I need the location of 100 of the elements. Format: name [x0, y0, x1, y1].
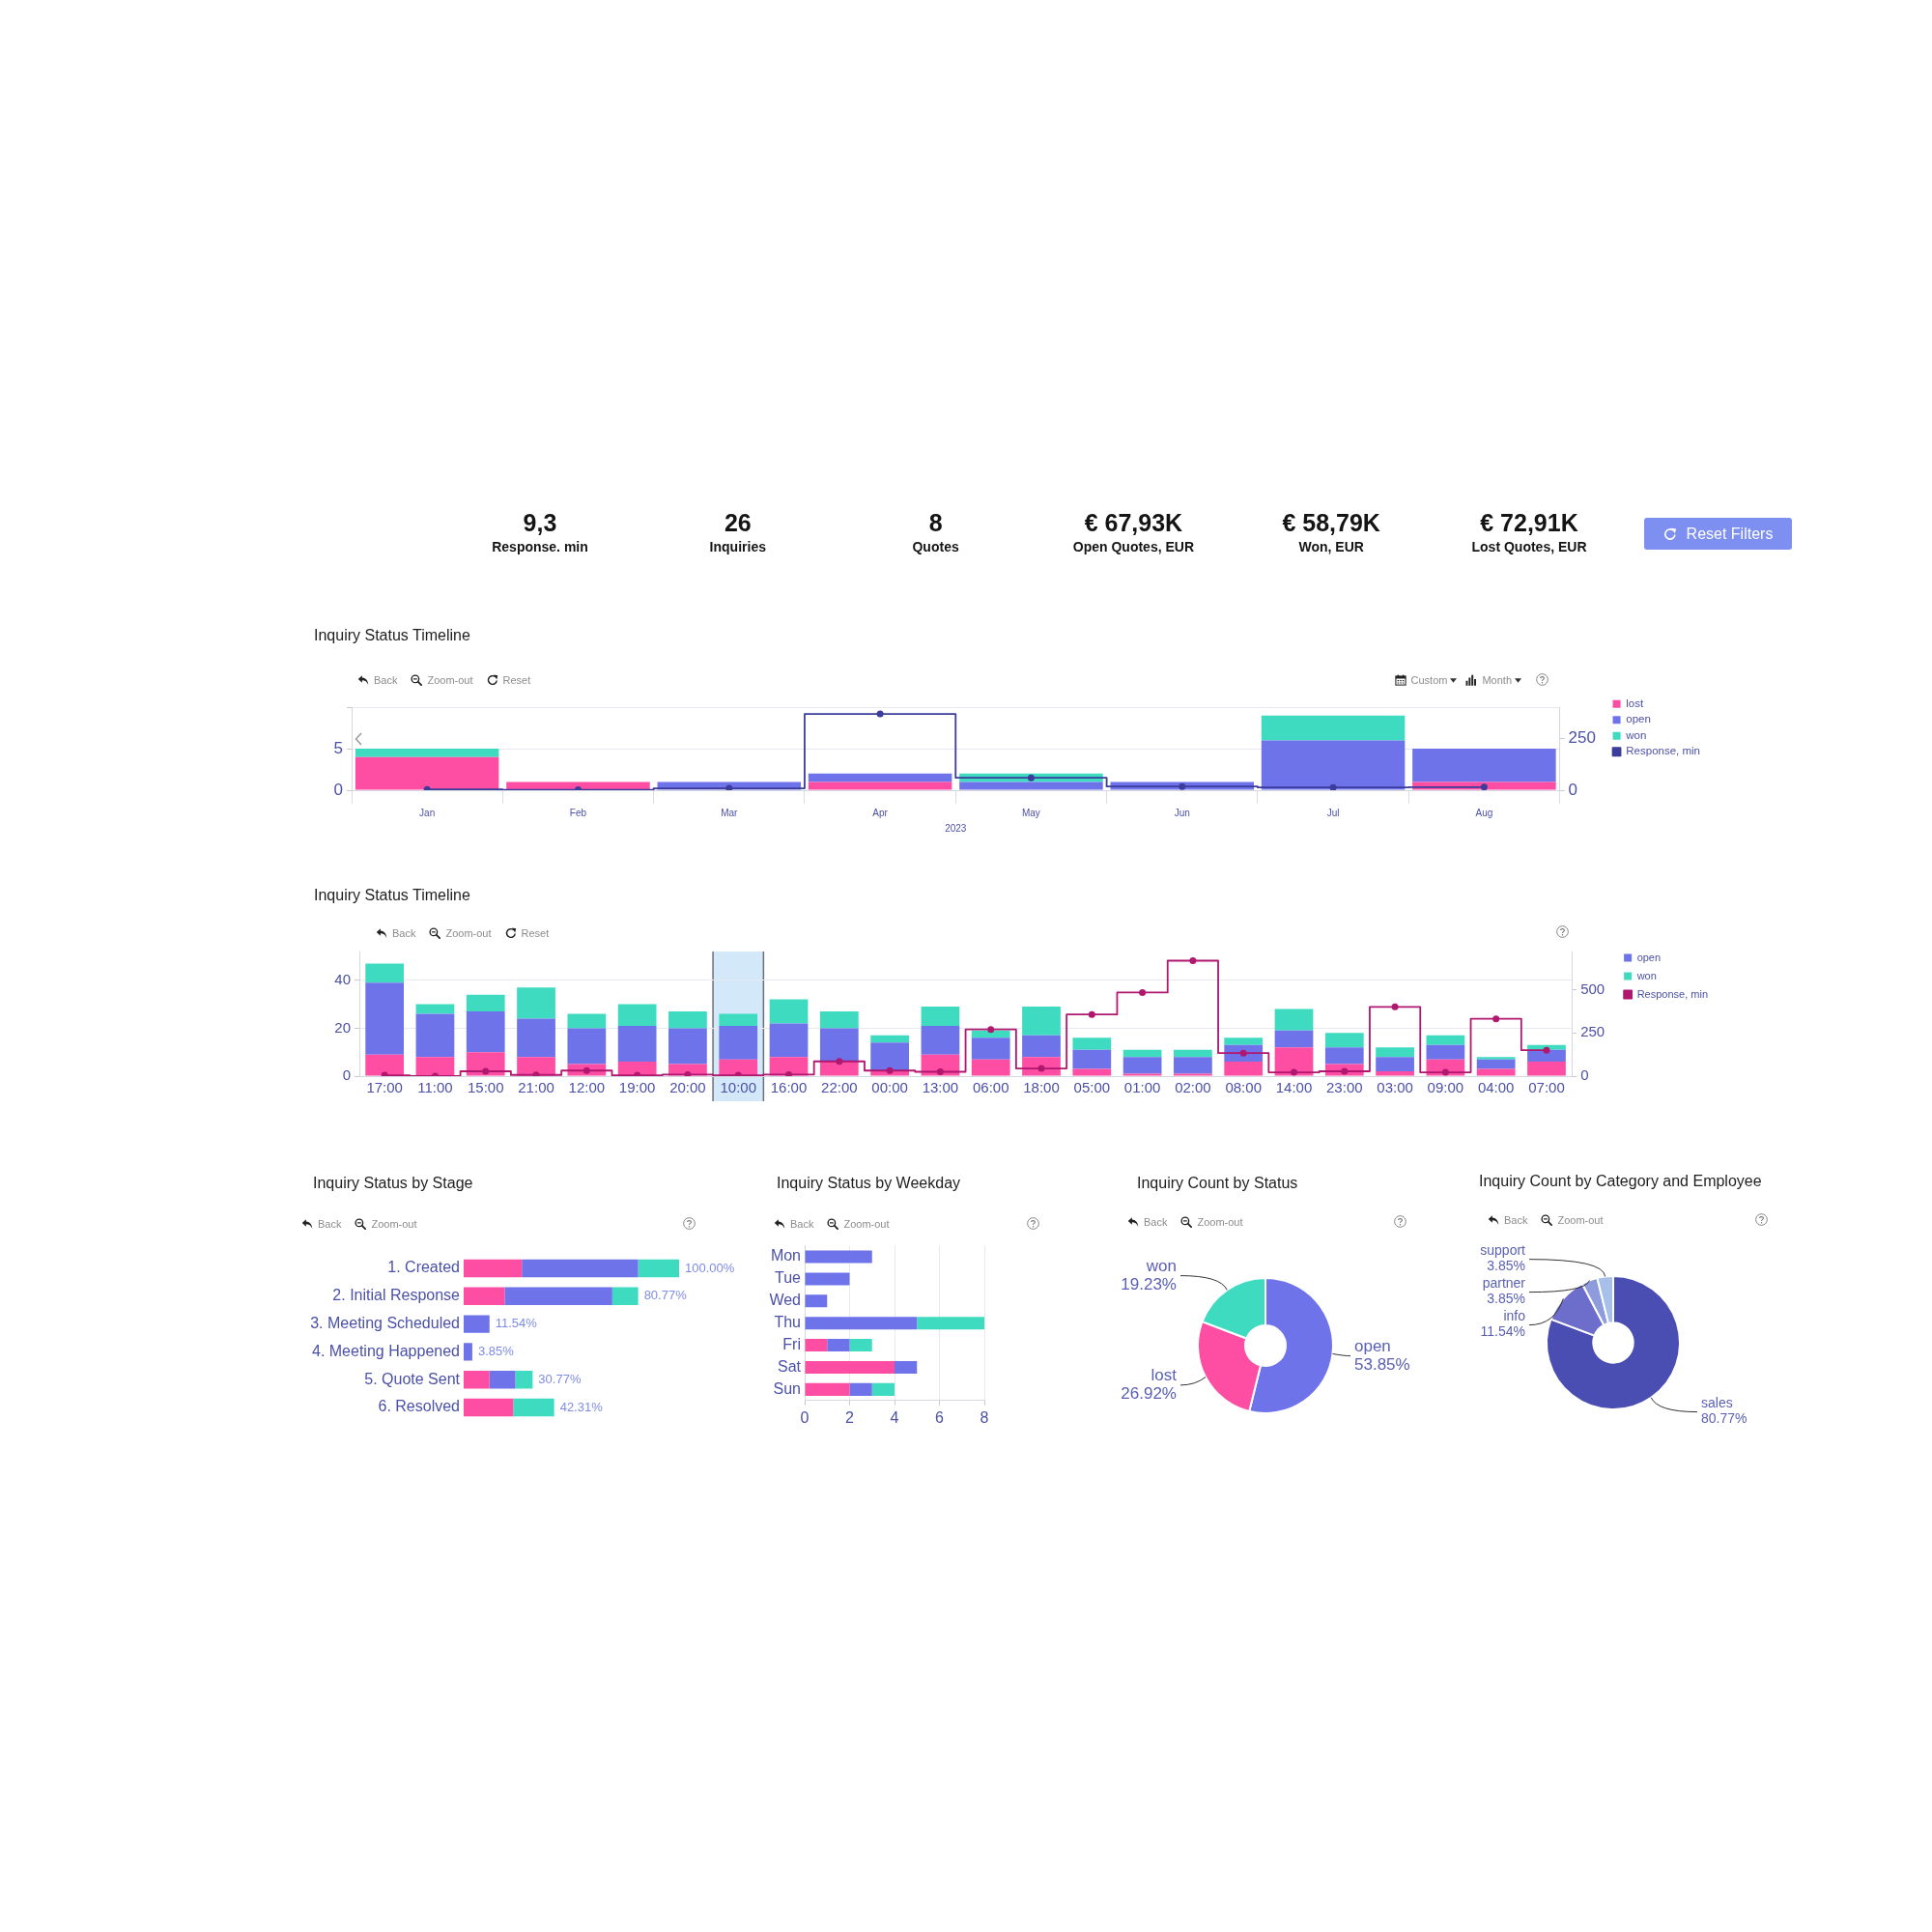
bar: [1022, 1007, 1061, 1036]
x-tick-label: 07:00: [1528, 1079, 1565, 1096]
bar: [1527, 1062, 1566, 1076]
text: Back: [374, 674, 398, 686]
text: Reset: [521, 927, 550, 939]
x-tick-label: 04:00: [1477, 1079, 1515, 1096]
legend-label: open: [1636, 951, 1662, 963]
x-tick-label: Jun: [1174, 807, 1190, 818]
bar: [668, 1028, 707, 1065]
bar: [719, 1025, 758, 1060]
point: [725, 784, 733, 790]
x-tick-label: Feb: [569, 807, 587, 818]
text: 8: [928, 509, 943, 536]
bar: [819, 1011, 859, 1029]
y2-tick-label: 250: [1568, 728, 1596, 748]
x-tick-label: 11:00: [417, 1079, 453, 1096]
bar: [1174, 1049, 1212, 1058]
x-tick-label: 18:00: [1023, 1079, 1060, 1096]
point: [1441, 1068, 1449, 1076]
bar: [415, 1057, 455, 1076]
bar: [870, 1042, 909, 1072]
x-tick-label: 20:00: [669, 1079, 706, 1096]
bar: [870, 1071, 909, 1076]
bar: [1476, 1059, 1516, 1069]
bar: [1376, 1057, 1414, 1072]
x-tick-label: Mar: [721, 807, 739, 818]
x-tick-label: 08:00: [1225, 1079, 1262, 1096]
bar: [1426, 1035, 1465, 1045]
point: [1088, 1010, 1095, 1018]
bar: [769, 999, 809, 1024]
legend-label: lost: [1626, 696, 1644, 709]
x-tick-label: Aug: [1475, 807, 1493, 818]
point: [836, 1058, 843, 1065]
x-tick-label: Jul: [1326, 807, 1340, 818]
bar: [365, 982, 405, 1055]
point: [582, 1066, 590, 1074]
point: [1291, 1068, 1297, 1076]
x-tick-label: 23:00: [1326, 1079, 1363, 1096]
bar: [415, 1013, 455, 1058]
x-tick-label: 17:00: [366, 1079, 403, 1096]
legend-label: open: [1626, 713, 1651, 725]
bar: [1412, 749, 1556, 782]
y-tick-label: 0: [333, 780, 343, 799]
x-tick-label: 13:00: [922, 1079, 959, 1096]
text: 9,3: [523, 509, 557, 536]
point: [1189, 957, 1197, 964]
point: [1391, 1003, 1399, 1010]
bar: [769, 1023, 809, 1058]
bar: [365, 1054, 405, 1076]
legend-label: Response, min: [1636, 987, 1709, 1000]
bar: [1476, 1057, 1516, 1060]
chart-title: Inquiry Status Timeline: [314, 887, 470, 904]
text: Zoom-out: [427, 674, 473, 686]
bar: [971, 1030, 1010, 1038]
bar: [1324, 1033, 1364, 1048]
point: [1329, 783, 1337, 790]
y2-tick-label: 250: [1580, 1023, 1605, 1040]
y2-tick-label: 0: [1580, 1066, 1589, 1084]
reset-button: Reset Filters: [1644, 518, 1792, 550]
bar: [1274, 1030, 1314, 1048]
point: [684, 1070, 692, 1076]
bar: [415, 1004, 455, 1014]
x-tick-label: 03:00: [1377, 1079, 1413, 1096]
bar: [808, 781, 952, 790]
bar: [1376, 1071, 1414, 1076]
x-tick-label: Apr: [872, 807, 889, 818]
x-tick-label: 19:00: [618, 1079, 656, 1096]
bar: [1261, 740, 1406, 790]
bar: [567, 1013, 607, 1029]
text: Open Quotes, EUR: [1072, 539, 1195, 554]
bar: [819, 1028, 859, 1063]
x-tick-label: 10:00: [720, 1079, 756, 1096]
bar: [1527, 1049, 1566, 1063]
text: € 67,93K: [1084, 509, 1183, 536]
text: Response. min: [492, 539, 588, 554]
point: [1139, 988, 1147, 996]
bar: [971, 1037, 1010, 1060]
bar: [1022, 1035, 1061, 1058]
bar: [617, 1004, 657, 1026]
bar: [517, 987, 555, 1019]
text: € 72,91K: [1480, 509, 1578, 536]
bar: [1122, 1049, 1162, 1058]
x-tick-label: Jan: [419, 807, 436, 818]
x-tick-label: 02:00: [1175, 1079, 1211, 1096]
bar: [959, 781, 1103, 790]
bar: [1072, 1037, 1112, 1050]
x-tick-label: 05:00: [1073, 1079, 1111, 1096]
x-tick-label: 22:00: [821, 1079, 858, 1096]
point: [987, 1026, 995, 1034]
x-tick-label: 09:00: [1427, 1079, 1464, 1096]
point: [876, 710, 884, 718]
text: Custom: [1410, 674, 1448, 686]
bar: [1426, 1044, 1465, 1060]
legend-label: won: [1635, 969, 1657, 981]
y-tick-label: 40: [334, 970, 351, 987]
x-tick-label: 14:00: [1275, 1079, 1313, 1096]
text: Quotes: [912, 539, 959, 554]
point: [1341, 1067, 1349, 1075]
bar: [668, 1011, 707, 1029]
point: [936, 1068, 944, 1076]
